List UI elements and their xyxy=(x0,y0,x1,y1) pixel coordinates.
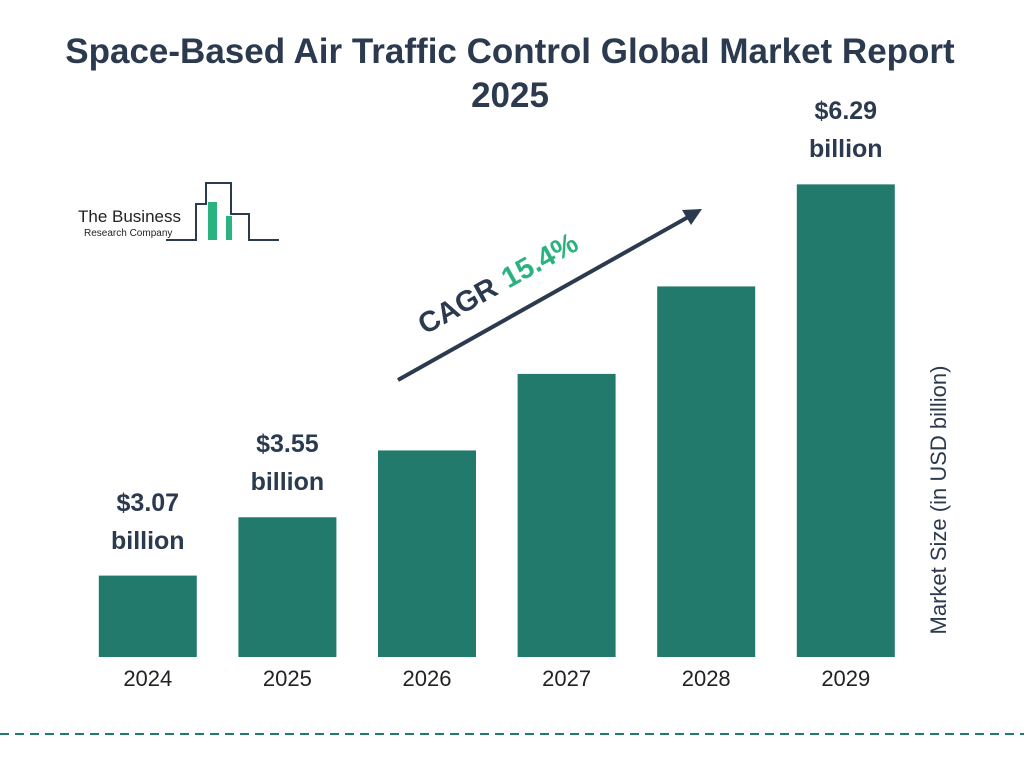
bar xyxy=(657,286,756,657)
value-label: $3.07 billion xyxy=(110,488,185,555)
bar xyxy=(796,184,895,658)
bar xyxy=(378,450,476,657)
x-tick-label: 2028 xyxy=(682,666,731,691)
x-tick-label: 2024 xyxy=(123,666,172,691)
bar xyxy=(238,517,337,657)
logo-text: The Business xyxy=(78,207,181,226)
chart-title: Space-Based Air Traffic Control Global M… xyxy=(65,32,955,115)
x-tick-label: 2025 xyxy=(263,666,312,691)
x-tick-label: 2027 xyxy=(542,666,591,691)
cagr-arrow xyxy=(397,209,702,382)
logo-subtext: Research Company xyxy=(84,228,172,239)
bar xyxy=(517,373,616,657)
bar xyxy=(98,575,197,657)
x-tick-label: 2026 xyxy=(403,666,452,691)
logo: The Business Research Company xyxy=(78,182,279,241)
value-label: $3.55 billion xyxy=(250,430,325,497)
value-label: $6.29 billion xyxy=(808,97,883,164)
x-tick-label: 2029 xyxy=(821,666,870,691)
y-axis-label: Market Size (in USD billion) xyxy=(926,366,951,635)
